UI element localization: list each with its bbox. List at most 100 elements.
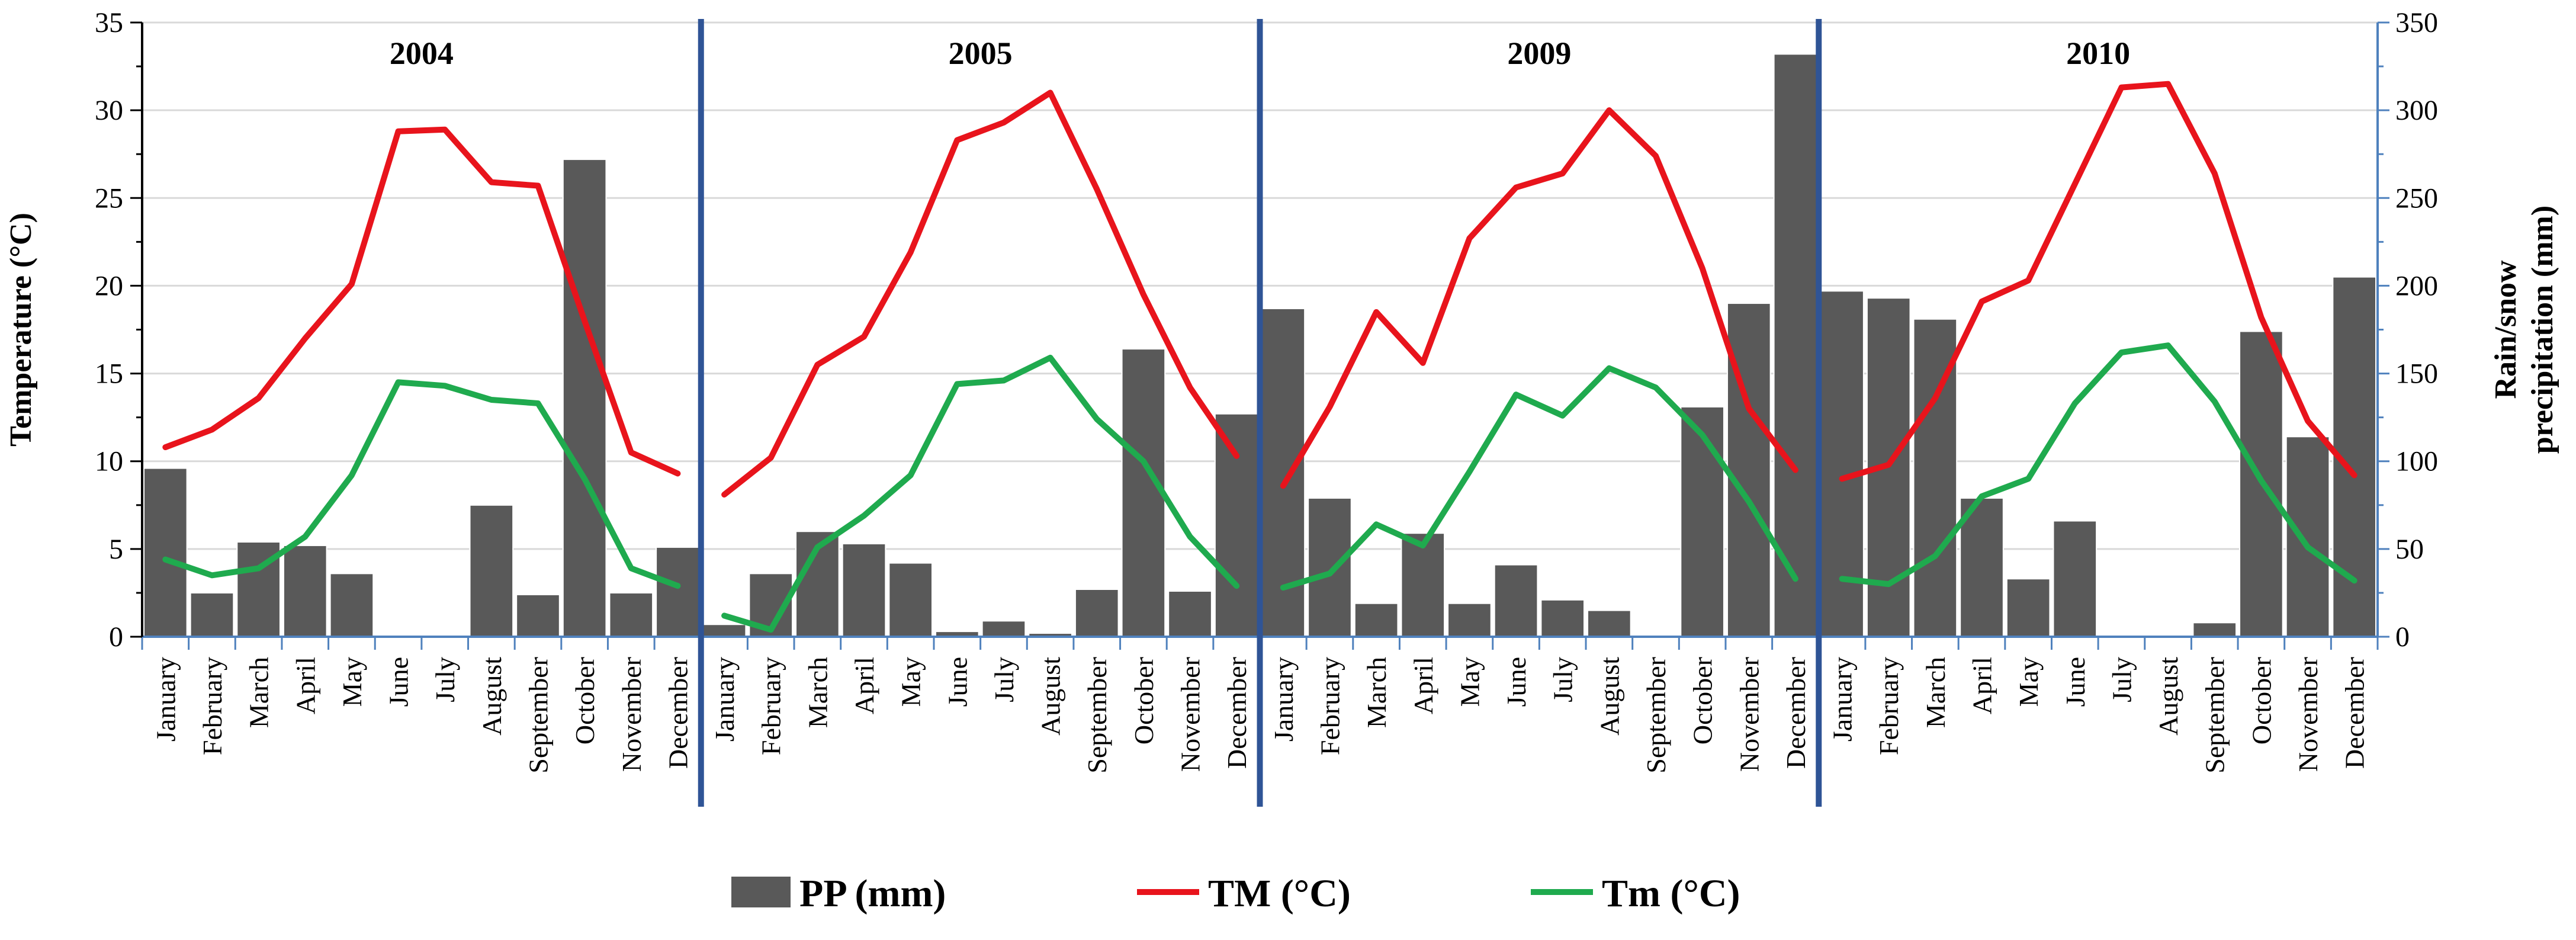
month-label: September: [1641, 657, 1671, 774]
pp-bar-2010-june: [2053, 520, 2098, 637]
pp-bar-2005-april: [841, 543, 886, 637]
month-label: August: [2153, 657, 2183, 736]
tmin-line-2010: [1839, 342, 2357, 588]
month-label: April: [1967, 657, 1997, 714]
month-label: January: [1827, 657, 1858, 742]
right-tick-label: 50: [2395, 534, 2424, 565]
pp-bar-2010-november: [2285, 436, 2330, 638]
right-tick-label: 0: [2395, 621, 2410, 653]
tmax-line-2005: [721, 89, 1240, 498]
tmax-line-2010: [1839, 81, 2357, 482]
month-label: January: [150, 657, 181, 742]
pp-bar-2010-september: [2192, 622, 2237, 637]
right-tick-label: 200: [2395, 270, 2438, 301]
pp-bar-2004-august: [469, 504, 514, 637]
left-tick-label: 35: [95, 7, 123, 39]
pp-bar-2005-july: [981, 620, 1026, 637]
month-label: July: [2106, 657, 2137, 702]
month-label: June: [1501, 657, 1531, 707]
month-label: January: [709, 657, 740, 742]
pp-bar-2004-january: [143, 467, 188, 638]
right-tick-label: 250: [2395, 182, 2438, 214]
pp-bar-2005-october: [1121, 348, 1166, 637]
pp-bar-2004-september: [516, 593, 560, 637]
month-label: March: [1361, 657, 1392, 728]
pp-bar-2009-october: [1680, 406, 1724, 637]
pp-bar-2009-june: [1493, 564, 1538, 637]
month-label: May: [896, 657, 926, 707]
year-label-2009: 2009: [1507, 36, 1571, 71]
month-label: March: [802, 657, 833, 728]
pp-bar-2009-may: [1447, 602, 1492, 637]
year-label-2004: 2004: [390, 36, 454, 71]
pp-bar-2005-november: [1168, 590, 1212, 637]
right-axis-title-line2: precipitation (mm): [2526, 206, 2559, 454]
month-label: August: [477, 657, 507, 736]
month-label: July: [1548, 657, 1578, 702]
month-label: October: [1688, 657, 1718, 745]
pp-bar-2009-february: [1308, 497, 1352, 637]
tmax-line-2009: [1280, 107, 1798, 489]
left-tick-label: 20: [95, 270, 123, 301]
month-label: March: [244, 657, 274, 728]
month-label: May: [1454, 657, 1485, 707]
month-label: February: [1874, 657, 1904, 755]
pp-bar-2004-may: [329, 573, 374, 638]
month-label: March: [1920, 657, 1951, 728]
pp-bar-2010-may: [2006, 578, 2051, 637]
month-label: May: [337, 657, 367, 707]
month-label: February: [1315, 657, 1345, 755]
right-tick-label: 300: [2395, 95, 2438, 126]
month-label: February: [756, 657, 786, 755]
pp-bar-2005-may: [888, 562, 933, 637]
right-tick-label: 350: [2395, 7, 2438, 39]
left-axis-title: Temperature (°C): [4, 213, 38, 447]
legend-tmax-label: TM (°C): [1208, 872, 1351, 915]
month-label: August: [1594, 657, 1624, 736]
month-label: February: [197, 657, 227, 755]
month-label: November: [1175, 657, 1206, 772]
pp-bar-2010-january: [1820, 290, 1864, 637]
pp-bar-2009-november: [1726, 303, 1771, 637]
left-tick-label: 10: [95, 446, 123, 477]
pp-bar-2004-february: [189, 592, 235, 638]
tmax-line-2004: [162, 126, 681, 477]
right-axis-title-line1: Rain/snow: [2489, 260, 2523, 399]
month-label: September: [1082, 657, 1112, 774]
tmin-line-2009: [1280, 365, 1798, 591]
legend-pp-label: PP (mm): [799, 872, 946, 915]
month-label: October: [2246, 657, 2276, 745]
month-label: July: [430, 657, 460, 702]
month-label: July: [989, 657, 1019, 702]
month-label: December: [663, 657, 693, 769]
left-tick-label: 30: [95, 95, 123, 126]
tmin-line-2005: [721, 354, 1240, 633]
month-label: October: [570, 657, 600, 745]
month-label: August: [1036, 657, 1066, 736]
month-label: April: [1408, 657, 1438, 714]
pp-bar-2009-april: [1401, 532, 1446, 637]
month-label: December: [1222, 657, 1252, 769]
tmin-line-2004: [162, 379, 681, 589]
right-tick-label: 150: [2395, 358, 2438, 390]
pp-bar-2005-december: [1214, 413, 1259, 638]
pp-bar-2004-november: [609, 592, 654, 638]
pp-bar-2004-april: [282, 544, 327, 638]
legend-tmin-label: Tm (°C): [1602, 872, 1740, 915]
month-label: November: [2293, 657, 2323, 772]
left-tick-label: 15: [95, 358, 123, 390]
month-label: September: [523, 657, 553, 774]
month-label: September: [2200, 657, 2230, 774]
pp-bar-2009-august: [1587, 609, 1631, 637]
month-label: June: [384, 657, 414, 707]
pp-bar-2009-march: [1354, 602, 1399, 637]
month-label: November: [616, 657, 647, 772]
month-label: December: [2340, 657, 2370, 769]
year-label-2005: 2005: [949, 36, 1013, 71]
left-tick-label: 25: [95, 182, 123, 214]
month-label: April: [849, 657, 879, 714]
pp-bar-2009-december: [1773, 53, 1818, 638]
pp-bar-2004-december: [656, 546, 700, 637]
